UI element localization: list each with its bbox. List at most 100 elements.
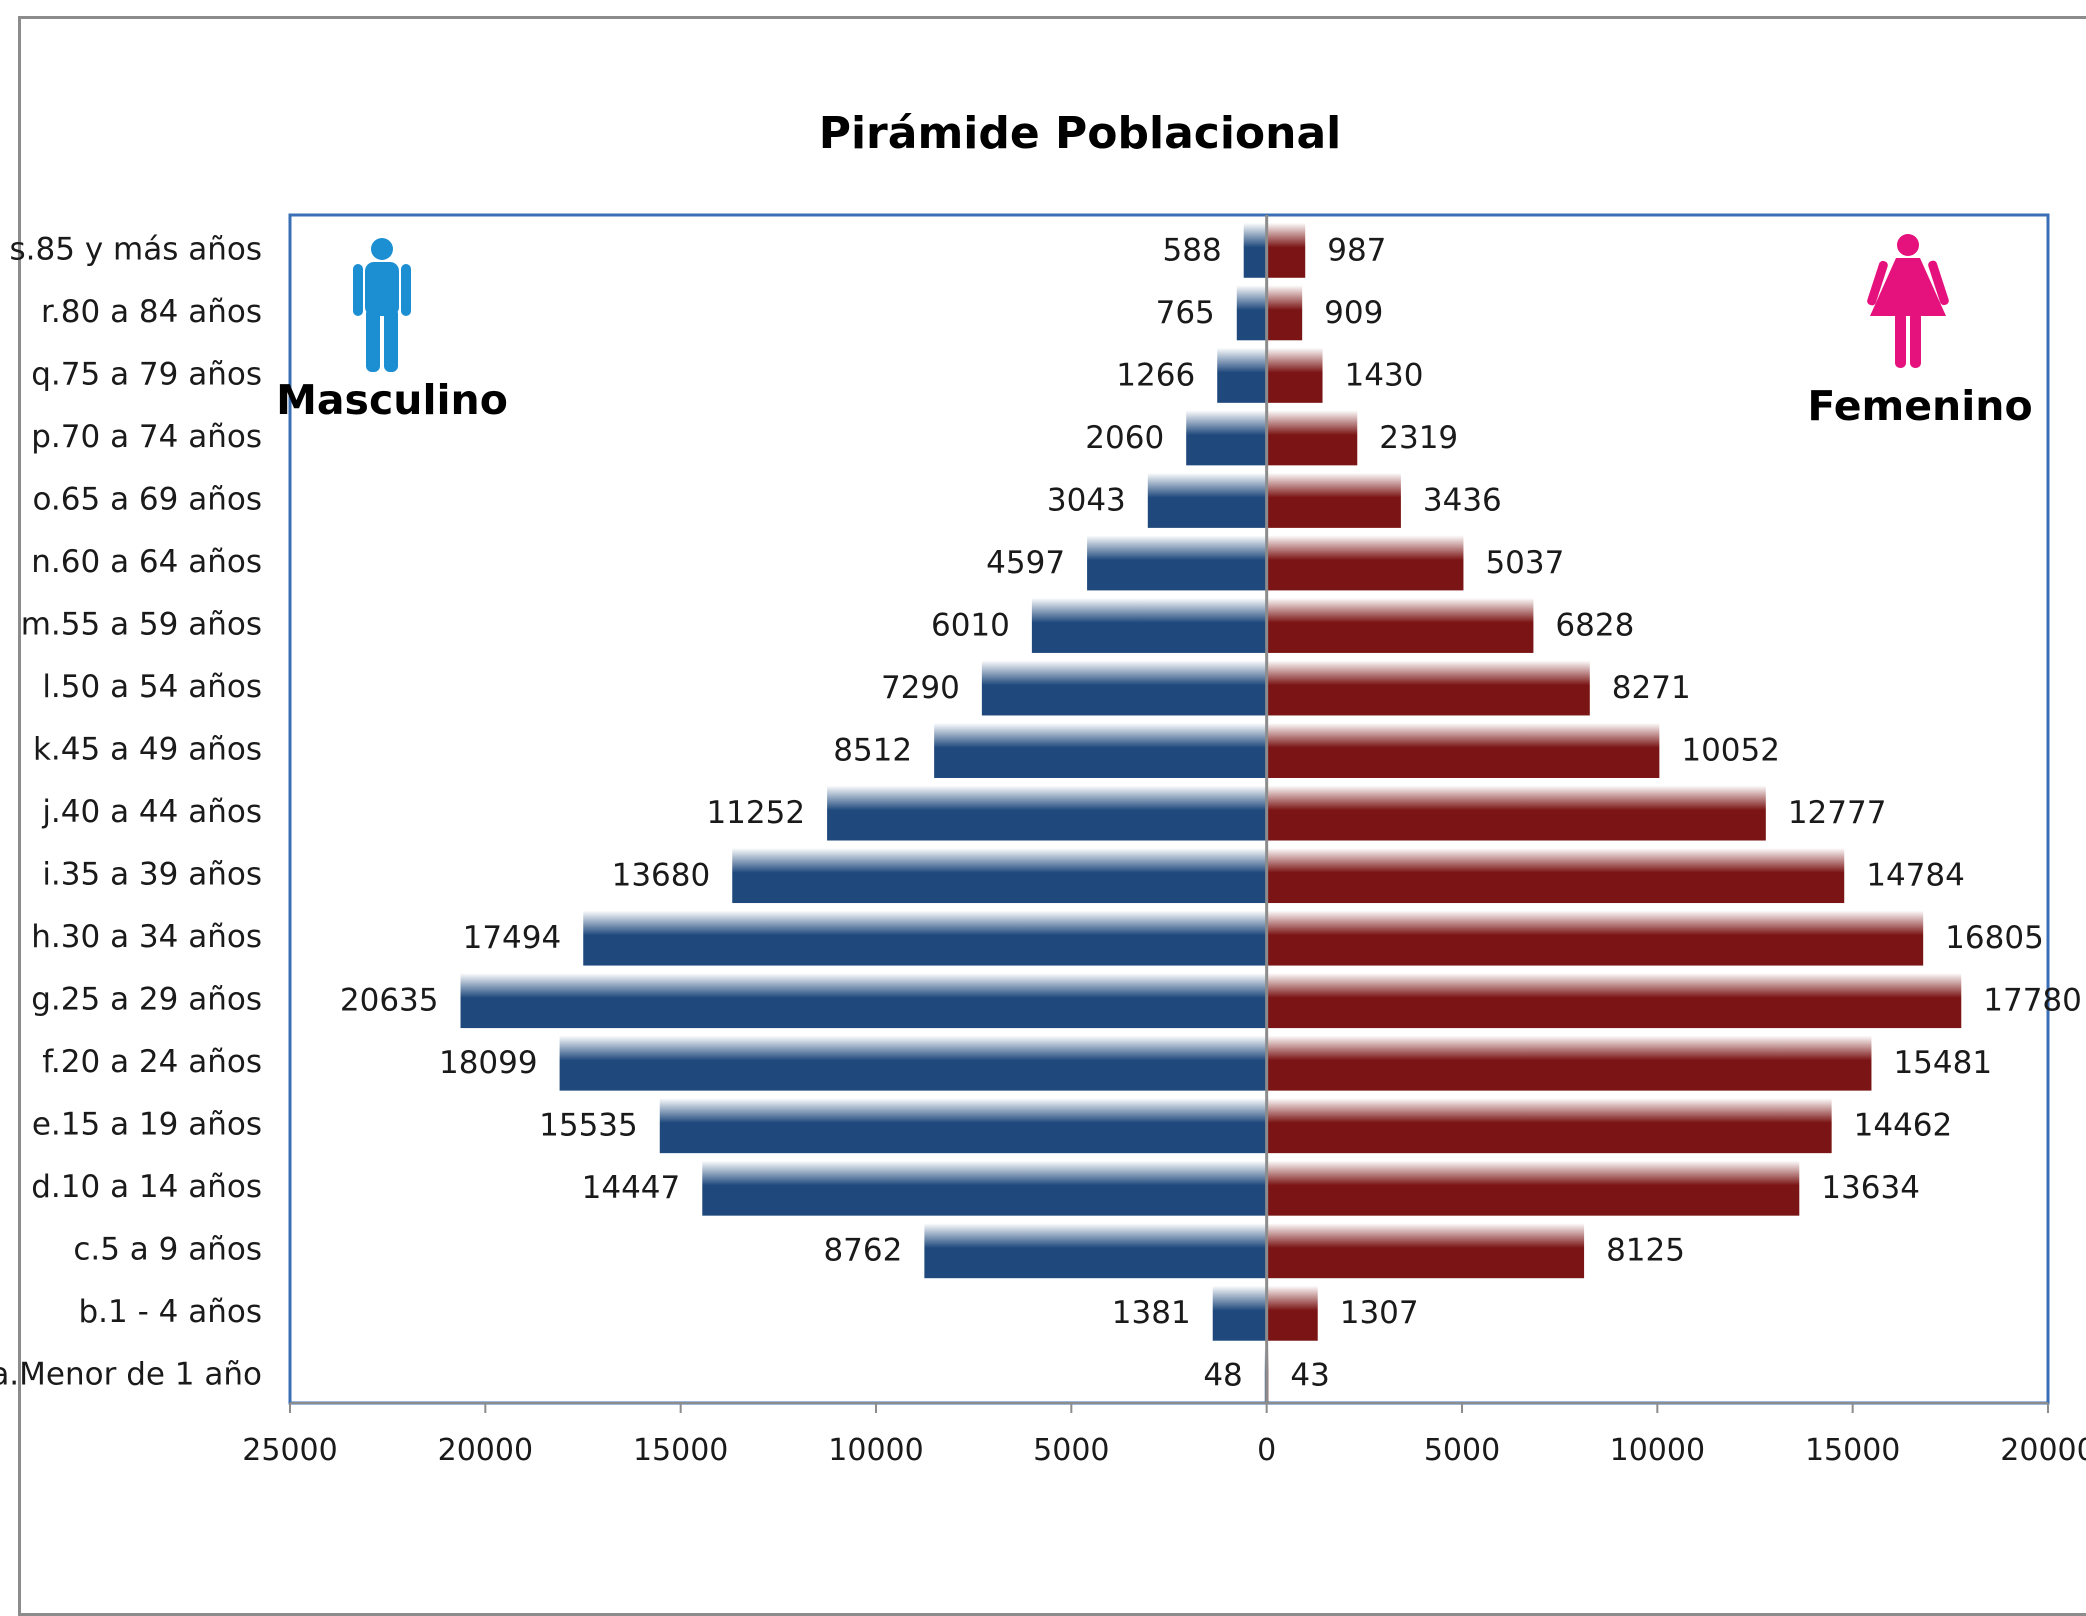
category-label-5: f.20 a 24 años	[42, 1044, 262, 1080]
value-label-female-6: 17780	[1983, 983, 2082, 1019]
value-label-male-8: 13680	[612, 858, 711, 894]
bar-female-16	[1266, 347, 1323, 403]
value-label-female-2: 8125	[1606, 1233, 1685, 1269]
value-label-male-17: 765	[1156, 295, 1215, 331]
bars-group	[460, 222, 1962, 1404]
value-label-female-14: 3436	[1423, 482, 1502, 518]
bar-female-17	[1266, 285, 1303, 341]
bar-male-2	[924, 1223, 1267, 1279]
bar-female-8	[1266, 848, 1845, 904]
category-label-12: m.55 a 59 años	[21, 606, 262, 642]
value-label-female-1: 1307	[1340, 1295, 1419, 1331]
value-label-female-3: 13634	[1821, 1170, 1920, 1206]
bar-male-4	[659, 1098, 1267, 1154]
value-labels-group: 48 43 1381 1307 8762 8125 14447 13634 15535 14462…	[340, 232, 2082, 1393]
female-icon	[1867, 234, 1949, 368]
x-tick-label-1: 20000	[438, 1433, 533, 1468]
bar-male-5	[559, 1035, 1267, 1091]
bar-female-3	[1266, 1160, 1800, 1216]
bar-male-3	[702, 1160, 1267, 1216]
x-tick-label-7: 10000	[1610, 1433, 1705, 1468]
value-label-male-18: 588	[1163, 232, 1222, 268]
value-label-male-13: 4597	[986, 545, 1065, 581]
value-label-male-6: 20635	[340, 983, 439, 1019]
category-label-0: a.Menor de 1 año	[0, 1357, 262, 1393]
value-label-female-16: 1430	[1345, 357, 1424, 393]
category-label-14: o.65 a 69 años	[33, 481, 263, 517]
value-label-female-8: 14784	[1866, 858, 1965, 894]
bar-female-14	[1266, 472, 1401, 528]
value-label-male-15: 2060	[1085, 420, 1164, 456]
category-label-13: n.60 a 64 años	[31, 544, 262, 580]
bar-female-1	[1266, 1285, 1318, 1341]
value-label-male-10: 8512	[833, 732, 912, 768]
x-tick-label-6: 5000	[1424, 1433, 1500, 1468]
value-label-male-9: 11252	[706, 795, 805, 831]
value-label-female-4: 14462	[1854, 1108, 1953, 1144]
bar-female-12	[1266, 597, 1534, 653]
value-label-female-12: 6828	[1555, 607, 1634, 643]
value-label-female-7: 16805	[1945, 920, 2044, 956]
population-pyramid-chart: Pirámide Poblacional 48 43 1381 1307 8762 812…	[0, 108, 2086, 1468]
value-label-male-14: 3043	[1047, 482, 1126, 518]
male-icon	[353, 238, 411, 372]
bar-male-14	[1147, 472, 1267, 528]
bar-female-5	[1266, 1035, 1872, 1091]
value-label-male-0: 48	[1203, 1358, 1242, 1394]
value-label-male-7: 17494	[463, 920, 562, 956]
bar-male-6	[460, 973, 1267, 1029]
category-label-4: e.15 a 19 años	[32, 1107, 262, 1143]
value-label-male-11: 7290	[881, 670, 960, 706]
value-label-male-1: 1381	[1112, 1295, 1191, 1331]
bar-male-15	[1186, 410, 1267, 466]
value-label-female-13: 5037	[1485, 545, 1564, 581]
category-label-2: c.5 a 9 años	[73, 1232, 262, 1268]
bar-male-1	[1212, 1285, 1267, 1341]
category-label-18: s.85 y más años	[10, 231, 262, 267]
category-label-6: g.25 a 29 años	[31, 982, 262, 1018]
value-label-female-10: 10052	[1681, 732, 1780, 768]
bar-male-17	[1236, 285, 1267, 341]
x-tick-label-3: 10000	[828, 1433, 923, 1468]
bar-female-10	[1266, 722, 1660, 778]
value-label-female-15: 2319	[1379, 420, 1458, 456]
bar-female-11	[1266, 660, 1590, 716]
category-label-7: h.30 a 34 años	[31, 919, 262, 955]
bar-male-7	[583, 910, 1267, 966]
value-label-male-5: 18099	[439, 1045, 538, 1081]
category-label-9: j.40 a 44 años	[41, 794, 262, 830]
bar-male-12	[1031, 597, 1267, 653]
bar-female-18	[1266, 222, 1306, 278]
category-label-15: p.70 a 74 años	[31, 419, 262, 455]
bar-male-8	[732, 848, 1267, 904]
value-label-female-11: 8271	[1612, 670, 1691, 706]
category-label-16: q.75 a 79 años	[31, 356, 262, 392]
bar-female-2	[1266, 1223, 1585, 1279]
value-label-female-18: 987	[1327, 232, 1386, 268]
value-label-male-4: 15535	[539, 1108, 638, 1144]
category-labels-group: a.Menor de 1 año b.1 - 4 años c.5 a 9 años…	[0, 231, 262, 1392]
bar-male-10	[934, 722, 1267, 778]
value-label-male-16: 1266	[1116, 357, 1195, 393]
value-label-female-17: 909	[1324, 295, 1383, 331]
x-tick-label-0: 25000	[242, 1433, 337, 1468]
bar-female-4	[1266, 1098, 1832, 1154]
bar-male-18	[1243, 222, 1267, 278]
category-label-3: d.10 a 14 años	[31, 1169, 262, 1205]
category-label-1: b.1 - 4 años	[79, 1294, 263, 1330]
bar-female-13	[1266, 535, 1464, 591]
female-label: Femenino	[1807, 382, 2032, 430]
chart-title: Pirámide Poblacional	[819, 108, 1342, 159]
value-label-female-5: 15481	[1893, 1045, 1992, 1081]
bar-male-13	[1087, 535, 1267, 591]
bar-male-16	[1217, 347, 1267, 403]
x-tick-label-5: 0	[1257, 1433, 1276, 1468]
bar-female-9	[1266, 785, 1766, 841]
value-label-male-2: 8762	[823, 1233, 902, 1269]
value-label-male-3: 14447	[582, 1170, 681, 1206]
bar-male-9	[827, 785, 1267, 841]
bar-female-15	[1266, 410, 1358, 466]
x-tick-label-8: 15000	[1805, 1433, 1900, 1468]
male-label: Masculino	[276, 376, 508, 424]
value-label-male-12: 6010	[931, 607, 1010, 643]
